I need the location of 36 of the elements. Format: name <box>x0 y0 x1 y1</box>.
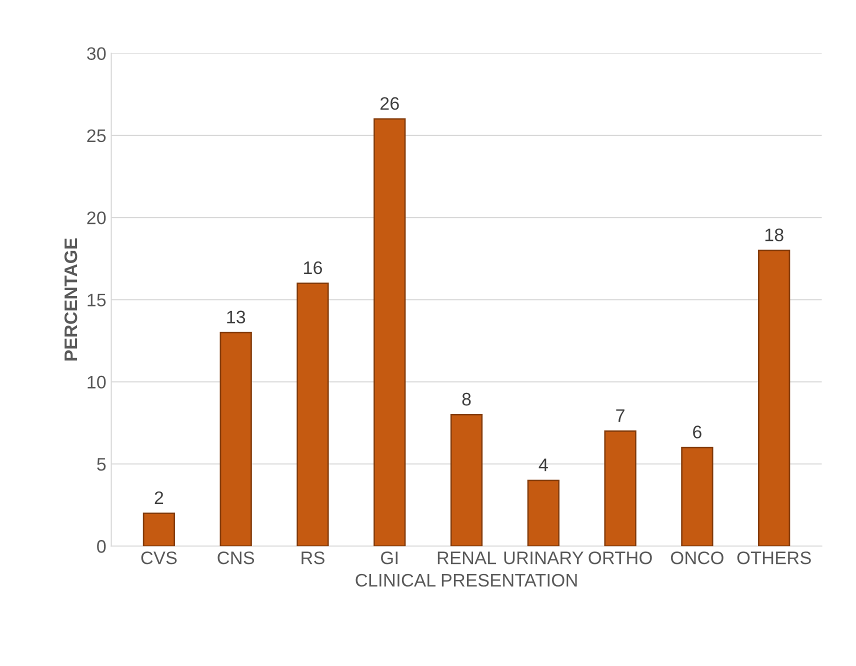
x-tick-label: ORTHO <box>588 551 652 564</box>
x-tick-label: ONCO <box>670 551 724 564</box>
bar <box>527 480 560 546</box>
data-label: 6 <box>693 426 702 438</box>
bar <box>758 250 790 546</box>
x-tick-label: OTHERS <box>737 551 811 564</box>
bar <box>374 118 406 546</box>
data-label: 26 <box>380 97 399 110</box>
y-tick-label: 30 <box>87 47 106 60</box>
data-label: 4 <box>538 458 548 472</box>
x-axis-title: CLINICAL PRESENTATION <box>356 574 577 587</box>
x-tick-label: CNS <box>218 551 254 564</box>
y-tick-label: 10 <box>88 376 106 389</box>
bar <box>604 430 636 546</box>
x-tick-label: RS <box>302 551 324 564</box>
x-tick-label: CVS <box>141 551 177 564</box>
bar <box>220 332 252 546</box>
bar <box>450 414 483 546</box>
data-label: 18 <box>765 228 784 242</box>
data-label: 16 <box>304 261 322 274</box>
bar <box>681 446 714 546</box>
y-tick-label: 0 <box>97 540 106 553</box>
data-label: 2 <box>154 491 164 504</box>
data-label: 13 <box>227 310 246 324</box>
bar <box>296 282 329 546</box>
y-tick-label: 5 <box>97 458 106 471</box>
data-label: 8 <box>462 392 471 406</box>
x-tick-label: RENAL <box>438 552 496 564</box>
x-tick-label: GI <box>381 551 398 564</box>
bar <box>142 512 176 546</box>
data-label: 7 <box>616 409 624 422</box>
y-axis-title: PERCENTAGE <box>64 238 78 361</box>
y-tick-label: 25 <box>87 129 106 142</box>
y-tick-label: 20 <box>87 211 106 224</box>
x-tick-label: URINARY <box>504 552 584 564</box>
y-tick-label: 15 <box>88 294 106 306</box>
